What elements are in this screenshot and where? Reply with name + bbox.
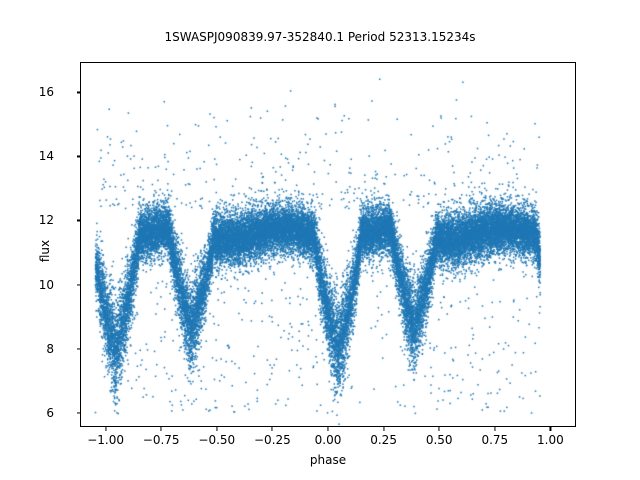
y-tick-mark	[76, 91, 80, 93]
x-tick-mark	[216, 427, 218, 431]
x-tick-label: 0.50	[425, 433, 453, 447]
y-tick-label: 6	[46, 405, 54, 420]
y-tick-mark	[76, 348, 80, 350]
x-tick-mark	[494, 427, 496, 431]
x-tick-label: 1.00	[537, 433, 564, 447]
x-tick-mark	[327, 427, 329, 431]
y-tick-label: 16	[38, 85, 54, 100]
y-axis-label: flux	[38, 239, 52, 263]
x-tick-mark	[271, 427, 273, 431]
scatter-plot-canvas	[81, 63, 575, 426]
y-tick-label: 10	[38, 277, 54, 292]
y-tick-mark	[76, 412, 80, 414]
y-tick-mark	[76, 155, 80, 157]
x-tick-mark	[383, 427, 385, 431]
x-tick-label: 0.75	[481, 433, 509, 447]
y-tick-label: 12	[38, 213, 54, 228]
x-tick-label: 0.25	[370, 433, 397, 447]
x-tick-mark	[438, 427, 440, 431]
x-tick-label: −1.00	[87, 433, 124, 447]
x-axis-label: phase	[309, 453, 347, 467]
x-tick-label: −0.75	[142, 433, 180, 447]
y-tick-mark	[76, 219, 80, 222]
page-title: 1SWASPJ090839.97-352840.1 Period 52313.1…	[164, 30, 476, 44]
x-tick-label: −0.50	[198, 433, 236, 447]
y-tick-label: 14	[38, 149, 54, 164]
y-tick-mark	[76, 283, 80, 286]
x-tick-mark	[105, 427, 107, 431]
x-tick-label: 0.00	[314, 433, 342, 447]
x-tick-label: −0.25	[254, 433, 291, 447]
x-tick-mark	[160, 427, 162, 431]
y-tick-label: 8	[46, 341, 54, 356]
plot-axes	[80, 62, 576, 427]
x-tick-mark	[549, 427, 551, 431]
